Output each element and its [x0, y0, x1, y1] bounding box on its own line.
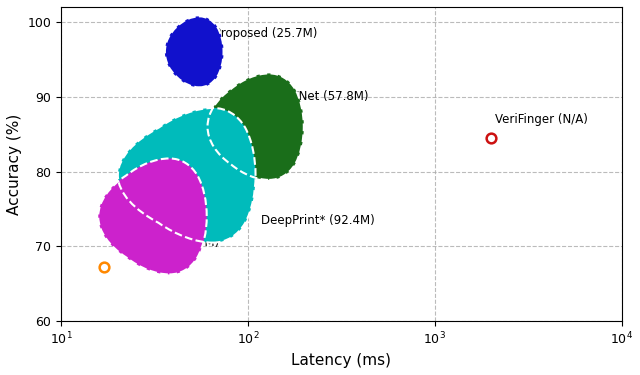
Ellipse shape [98, 159, 207, 274]
Text: A-KAZE (N/A): A-KAZE (N/A) [0, 374, 1, 375]
Text: Proposed (25.7M): Proposed (25.7M) [214, 27, 317, 40]
Text: PFVNet (57.8M): PFVNet (57.8M) [277, 90, 369, 103]
X-axis label: Latency (ms): Latency (ms) [291, 353, 391, 368]
Ellipse shape [118, 108, 255, 243]
Text: DeepPrint* (92.4M): DeepPrint* (92.4M) [260, 214, 374, 226]
Text: VeriFinger (N/A): VeriFinger (N/A) [495, 112, 588, 126]
Ellipse shape [207, 74, 304, 180]
Text: DesNet* (68.5M): DesNet* (68.5M) [121, 236, 219, 249]
Y-axis label: Accuracy (%): Accuracy (%) [7, 113, 22, 214]
Ellipse shape [165, 16, 223, 87]
